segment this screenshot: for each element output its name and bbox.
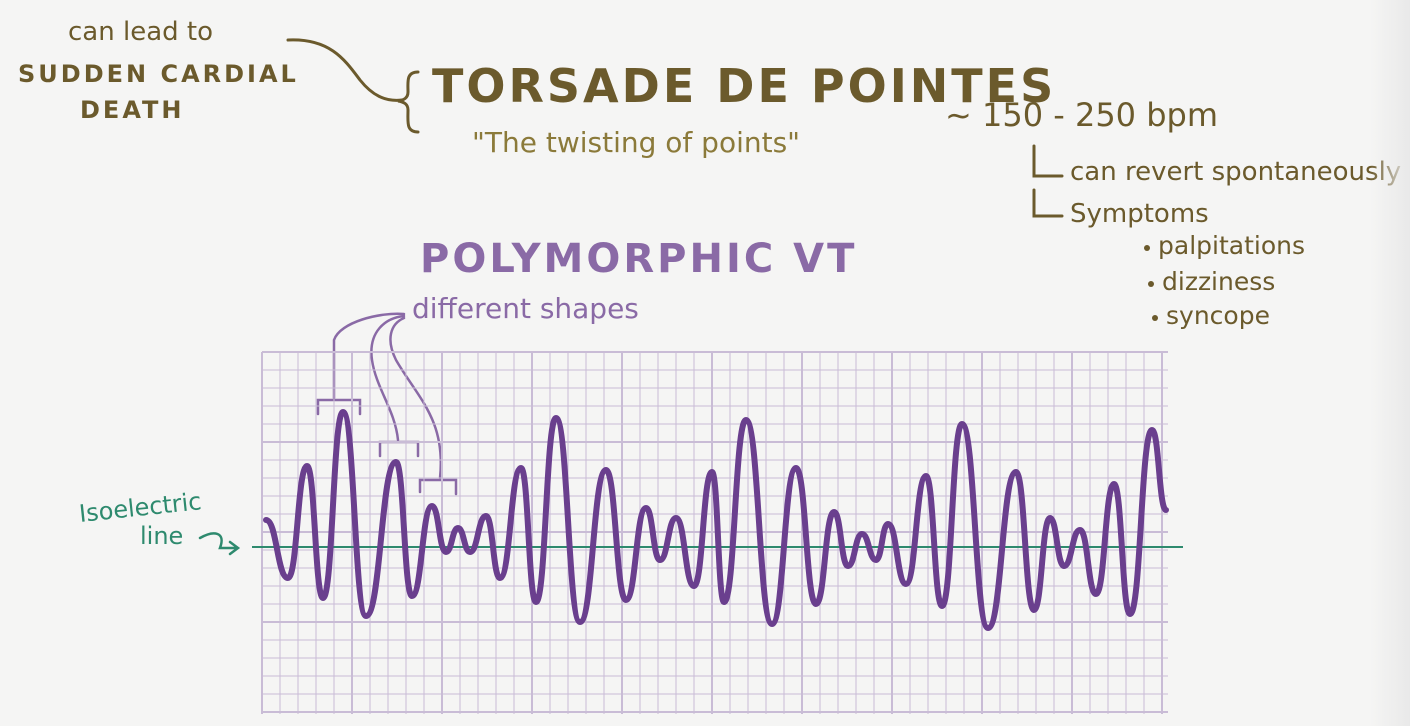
rate-note-connector-1 [1032, 144, 1064, 178]
left-note-line1: can lead to [68, 17, 213, 47]
ecg-heading: POLYMORPHIC VT [420, 236, 857, 282]
rate-note-revert: can revert spontaneously [1070, 157, 1401, 187]
shape-annotations [316, 312, 458, 496]
bullet [1144, 245, 1150, 251]
symptom-palpitations: palpitations [1158, 231, 1305, 260]
bullet [1148, 281, 1154, 287]
connector-curve [286, 38, 404, 102]
symptom-dizziness: dizziness [1162, 267, 1275, 296]
edge-fade [1370, 0, 1410, 726]
ecg-subheading: different shapes [412, 292, 639, 325]
page-subtitle: "The twisting of points" [472, 126, 800, 159]
rate-text: ~ 150 - 250 bpm [945, 96, 1218, 134]
rate-note-connector-2 [1032, 188, 1064, 218]
isoelectric-label-2: line [140, 522, 183, 550]
torsade-ecg-trace [263, 409, 1169, 631]
bullet [1152, 315, 1158, 321]
left-note-line3: DEATH [80, 96, 184, 124]
isoelectric-arrow [198, 532, 241, 556]
rate-note-symptoms: Symptoms [1070, 199, 1209, 229]
title-brace [397, 70, 420, 134]
page-title: TORSADE DE POINTES [432, 59, 1056, 113]
left-note-line2: SUDDEN CARDIAL [18, 60, 299, 88]
symptom-syncope: syncope [1166, 301, 1270, 330]
